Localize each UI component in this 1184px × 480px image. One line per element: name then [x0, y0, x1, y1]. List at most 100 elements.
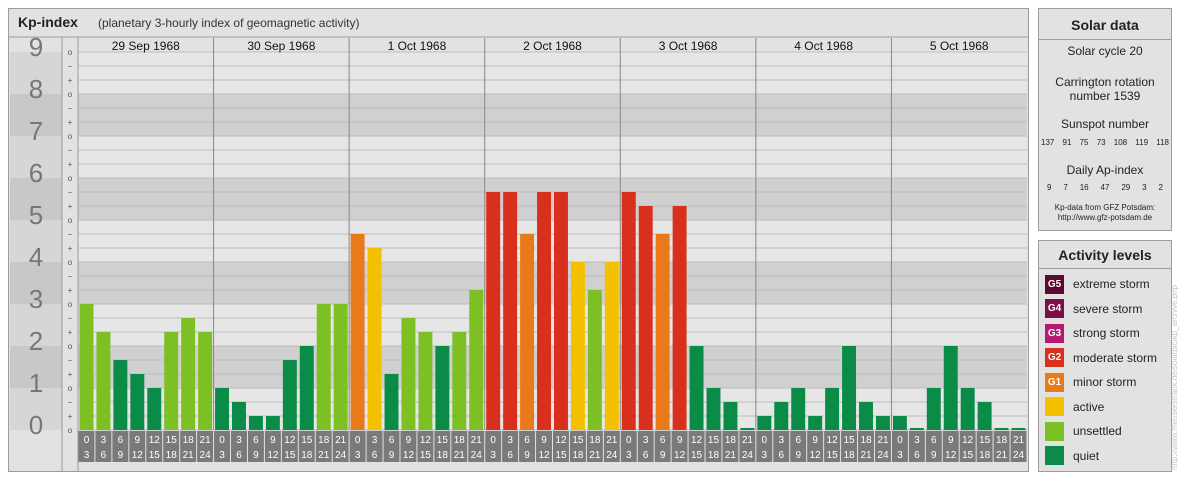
interval-cell: [315, 431, 332, 462]
y-tick-label: 2: [29, 326, 43, 356]
sunspot-number: 137: [1041, 138, 1055, 147]
y-band: [78, 304, 1027, 346]
interval-cell: [434, 431, 451, 462]
interval-start-label: 12: [962, 435, 974, 446]
interval-start-label: 12: [691, 435, 703, 446]
activity-levels-title: Activity levels: [1058, 247, 1152, 263]
level-label: unsettled: [1073, 424, 1122, 438]
interval-end-label: 12: [403, 450, 415, 461]
kp-bar: [757, 416, 772, 430]
ap-value: 47: [1100, 183, 1110, 192]
interval-end-label: 21: [725, 450, 737, 461]
kp-bar: [926, 388, 941, 430]
minor-tick-label: −: [68, 314, 73, 323]
interval-cell: [586, 431, 603, 462]
divider: [1039, 268, 1171, 269]
kp-bar: [909, 428, 924, 430]
interval-cell: [264, 431, 281, 462]
interval-start-label: 15: [572, 435, 584, 446]
y-band-label-area: [10, 178, 62, 220]
interval-end-label: 15: [555, 450, 567, 461]
kp-bar: [316, 304, 331, 430]
interval-start-label: 15: [708, 435, 720, 446]
interval-end-label: 15: [827, 450, 839, 461]
interval-start-label: 12: [555, 435, 567, 446]
interval-end-label: 6: [236, 450, 242, 461]
minor-tick-label: −: [68, 356, 73, 365]
interval-start-label: 21: [606, 435, 618, 446]
interval-cell: [180, 431, 197, 462]
minor-tick-label: o: [68, 426, 73, 435]
interval-end-label: 24: [200, 450, 212, 461]
sunspot-title: Sunspot number: [1060, 117, 1150, 131]
interval-end-label: 6: [914, 450, 920, 461]
interval-start-label: 21: [877, 435, 889, 446]
interval-cell: [163, 431, 180, 462]
interval-start-label: 3: [507, 435, 513, 446]
y-band-label-area: [10, 346, 62, 388]
kp-bar: [265, 416, 280, 430]
kp-bar: [367, 248, 382, 430]
interval-end-label: 24: [471, 450, 483, 461]
level-color-swatch: [1045, 421, 1064, 441]
interval-start-label: 9: [541, 435, 547, 446]
kp-bar: [587, 290, 602, 430]
level-label: extreme storm: [1073, 277, 1150, 291]
kp-bar: [486, 191, 501, 430]
interval-cell: [637, 431, 654, 462]
y-tick-label: 5: [29, 200, 43, 230]
minor-tick-label: −: [68, 62, 73, 71]
interval-end-label: 6: [643, 450, 649, 461]
interval-start-label: 3: [101, 435, 107, 446]
day-label: 5 Oct 1968: [930, 39, 989, 53]
interval-cell: [688, 431, 705, 462]
interval-cell: [603, 431, 620, 462]
level-label: moderate storm: [1073, 350, 1158, 365]
interval-start-label: 6: [931, 435, 937, 446]
interval-cell: [807, 431, 824, 462]
source-line-1: Kp-data from GFZ Potsdam:: [1054, 203, 1156, 212]
interval-end-label: 3: [490, 450, 496, 461]
day-label: 29 Sep 1968: [112, 39, 180, 53]
interval-start-label: 15: [844, 435, 856, 446]
kp-bar: [740, 428, 755, 430]
kp-bar: [621, 191, 636, 430]
chart-title: Kp-index: [18, 14, 78, 30]
y-band: [78, 220, 1027, 262]
sunspot-number: 118: [1156, 138, 1169, 147]
y-tick-label: 7: [29, 116, 43, 146]
interval-end-label: 18: [437, 450, 449, 461]
interval-start-label: 3: [236, 435, 242, 446]
y-band-label-area: [10, 136, 62, 178]
ap-index-title: Daily Ap-index: [1066, 163, 1144, 177]
minor-tick-label: +: [68, 412, 73, 421]
interval-cell: [247, 431, 264, 462]
solar-data-panel: Solar data Solar cycle 20 Carrington rot…: [1038, 8, 1172, 231]
minor-tick-label: +: [68, 370, 73, 379]
interval-start-label: 18: [318, 435, 330, 446]
interval-start-label: 12: [149, 435, 161, 446]
y-band-label-area: [10, 52, 62, 94]
interval-start-label: 6: [253, 435, 259, 446]
source-watermark: http://www.theusersfrank.de/solarpic/kp_…: [1170, 285, 1179, 470]
interval-cell: [790, 431, 807, 462]
level-color-swatch: [1045, 446, 1064, 465]
interval-end-label: 6: [101, 450, 107, 461]
kp-bar: [350, 233, 365, 430]
interval-cell: [654, 431, 671, 462]
solar-cycle: Solar cycle 20: [1067, 44, 1143, 58]
kp-bar: [570, 262, 585, 430]
interval-end-label: 9: [795, 450, 801, 461]
kp-bar: [994, 428, 1009, 430]
interval-start-label: 18: [860, 435, 872, 446]
interval-cell: [451, 431, 468, 462]
kp-bar: [875, 416, 890, 430]
day-label: 1 Oct 1968: [388, 39, 447, 53]
level-label: strong storm: [1073, 326, 1140, 340]
level-color-swatch: [1045, 397, 1064, 416]
interval-end-label: 12: [810, 450, 822, 461]
interval-start-label: 21: [200, 435, 212, 446]
minor-tick-label: o: [68, 342, 73, 351]
interval-cell: [841, 431, 858, 462]
interval-start-label: 0: [897, 435, 903, 446]
